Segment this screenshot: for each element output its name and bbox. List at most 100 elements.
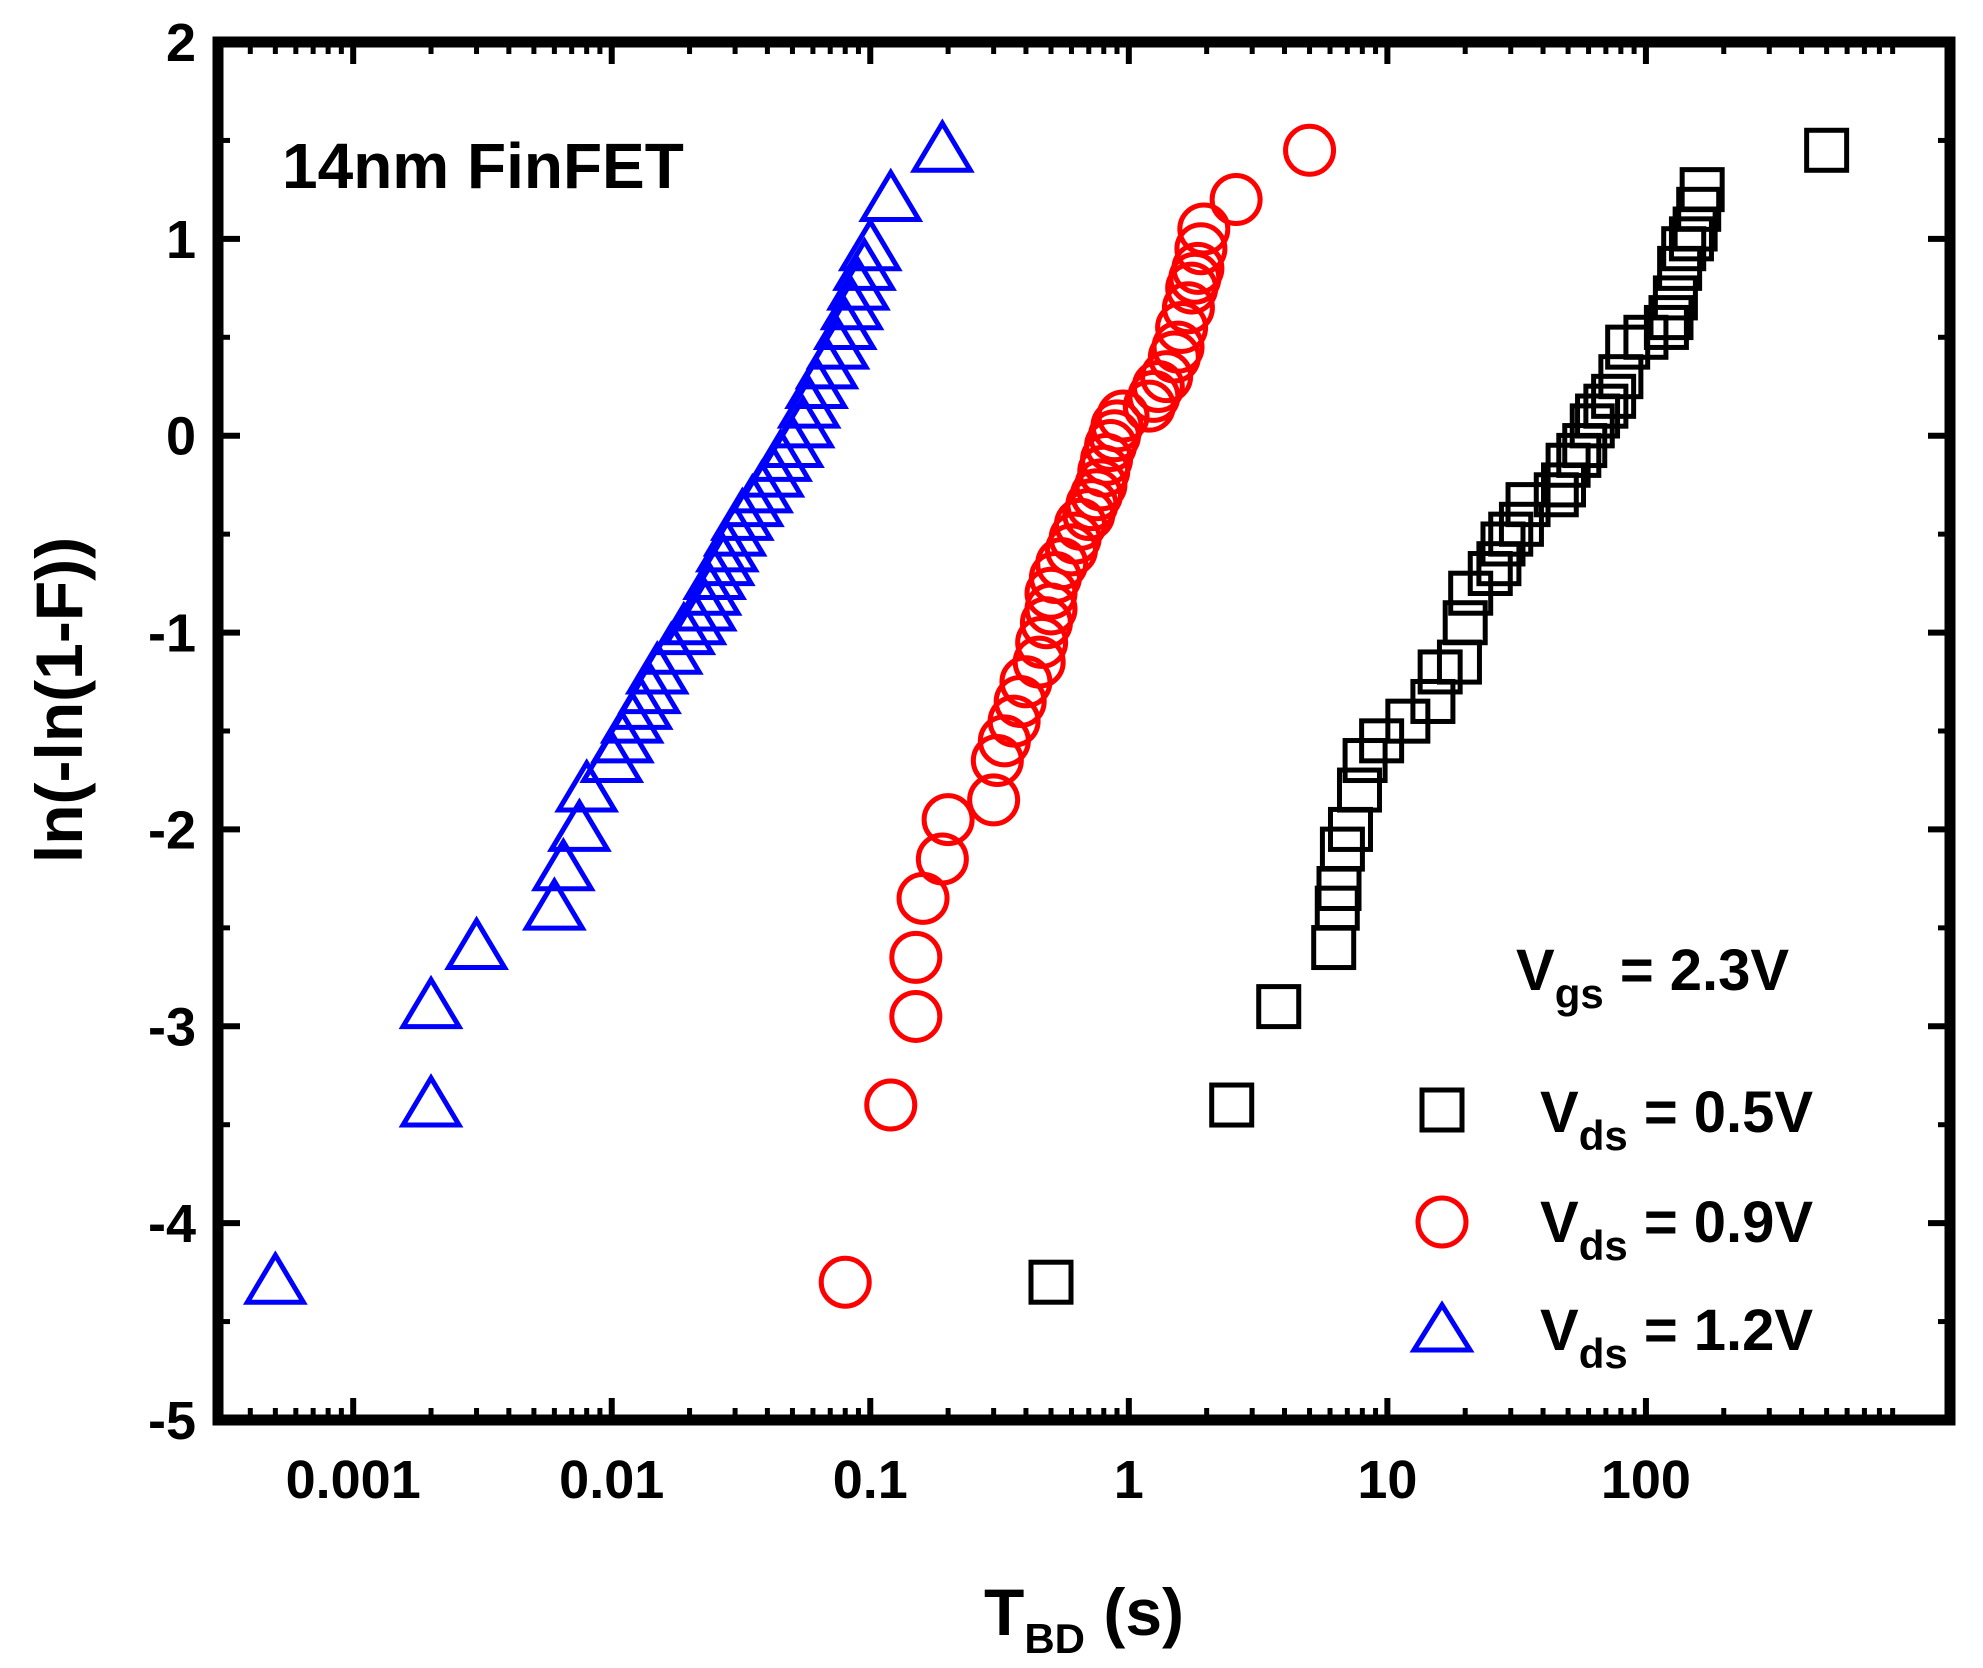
legend: Vds = 0.5V Vds = 0.9V Vds = 1.2V [1409, 1080, 1814, 1377]
data-point-triangle [547, 797, 612, 852]
data-point-triangle [832, 236, 897, 291]
data-point-circle [818, 1255, 872, 1309]
x-axis-title-main: T [984, 1575, 1024, 1649]
y-tick-label: 1 [166, 210, 196, 270]
data-point-circle [1177, 202, 1231, 256]
y-tick-label: -3 [148, 997, 196, 1057]
data-point-triangle [748, 427, 814, 482]
data-point-square [1256, 984, 1302, 1030]
data-point-square [1804, 127, 1850, 173]
data-point-circle [1283, 123, 1337, 177]
data-point-triangle [819, 275, 885, 331]
data-point-triangle [554, 758, 620, 813]
x-tick-label: 100 [1601, 1450, 1691, 1510]
legend-label-vds-05: Vds = 0.5V [1540, 1080, 1813, 1159]
data-point-square [1311, 925, 1357, 971]
x-tick-label: 0.01 [559, 1450, 664, 1510]
condition-suffix: = 2.3V [1604, 938, 1790, 1003]
data-point-triangle [242, 1250, 308, 1305]
condition-label: Vgs = 2.3V [1516, 938, 1789, 1017]
chart-annotation: 14nm FinFET [282, 130, 684, 202]
data-point-triangle [617, 659, 682, 715]
legend-marker-square [1419, 1087, 1465, 1133]
data-point-triangle [909, 118, 975, 173]
data-point-circle [1151, 320, 1205, 374]
legend-item-vds-12: Vds = 1.2V [1409, 1298, 1813, 1377]
x-axis-title-suffix: (s) [1085, 1575, 1184, 1649]
data-point-circle [967, 773, 1021, 827]
series-triangle [242, 118, 975, 1305]
y-tick-label: -2 [148, 800, 196, 860]
data-point-triangle [530, 836, 596, 892]
legend-label-sub: ds [1579, 1222, 1628, 1269]
legend-label-suffix: = 0.9V [1628, 1190, 1814, 1255]
data-point-circle [915, 832, 969, 886]
data-point-square [1643, 304, 1689, 350]
legend-marker-circle [1415, 1195, 1469, 1249]
data-point-triangle [672, 577, 738, 632]
legend-label-main: V [1540, 1298, 1579, 1363]
y-tick-label: -5 [148, 1391, 196, 1451]
data-point-triangle [805, 315, 871, 370]
data-point-triangle [812, 295, 878, 350]
data-point-circle [889, 930, 943, 984]
data-point-triangle [398, 974, 464, 1030]
legend-label-sub: ds [1579, 1112, 1628, 1159]
data-point-square [1652, 275, 1698, 321]
data-point-triangle [776, 374, 842, 429]
legend-label-sub: ds [1579, 1330, 1628, 1377]
data-point-square [1598, 354, 1644, 400]
data-point-square [1668, 216, 1714, 262]
data-point-square [1533, 472, 1579, 518]
data-point-circle [1015, 615, 1069, 669]
data-point-triangle [826, 256, 891, 311]
x-axis-title-sub: BD [1024, 1615, 1085, 1662]
data-point-square [1488, 511, 1534, 557]
x-tick-label: 1 [1114, 1450, 1144, 1510]
data-point-circle [1174, 222, 1228, 276]
legend-item-vds-05: Vds = 0.5V [1419, 1080, 1813, 1159]
y-tick-label: -1 [148, 604, 196, 664]
data-point-circle [889, 989, 943, 1043]
x-tick-label: 10 [1357, 1450, 1417, 1510]
data-point-circle [1171, 241, 1225, 295]
x-axis-title: TBD (s) [984, 1575, 1184, 1662]
legend-item-vds-09: Vds = 0.9V [1415, 1190, 1814, 1269]
data-point-square [1410, 678, 1456, 724]
legend-label-main: V [1540, 1190, 1579, 1255]
legend-label-main: V [1540, 1080, 1579, 1145]
y-tick-label: 0 [166, 407, 196, 467]
data-point-triangle [690, 531, 756, 587]
data-point-circle [864, 1078, 918, 1132]
data-point-square [1336, 767, 1382, 813]
x-tick-label: 0.1 [833, 1450, 908, 1510]
legend-label-suffix: = 0.5V [1628, 1080, 1814, 1145]
data-point-circle [1090, 399, 1144, 453]
data-point-triangle [770, 393, 836, 449]
y-tick-label: 2 [166, 13, 196, 73]
data-point-square [1679, 167, 1725, 213]
data-point-circle [987, 694, 1041, 748]
data-point-triangle [858, 167, 924, 222]
legend-label-vds-12: Vds = 1.2V [1540, 1298, 1813, 1377]
data-point-square [1209, 1082, 1255, 1128]
data-point-circle [1012, 635, 1066, 689]
data-point-triangle [444, 915, 509, 971]
data-point-square [1583, 383, 1629, 429]
y-tick-label: -4 [148, 1194, 196, 1254]
legend-marker-triangle [1409, 1300, 1475, 1353]
data-point-triangle [521, 876, 587, 931]
data-point-square [1442, 600, 1488, 646]
data-point-triangle [837, 216, 903, 272]
data-point-circle [1161, 281, 1215, 335]
data-point-circle [921, 793, 975, 847]
condition-sub: gs [1555, 970, 1604, 1017]
data-point-circle [1209, 172, 1263, 226]
series-square [1028, 127, 1850, 1305]
data-point-circle [1096, 389, 1150, 443]
data-point-triangle [677, 561, 743, 616]
data-point-triangle [398, 1073, 464, 1128]
legend-label-suffix: = 1.2V [1628, 1298, 1814, 1363]
y-axis-title: ln(-ln(1-F)) [22, 537, 96, 863]
